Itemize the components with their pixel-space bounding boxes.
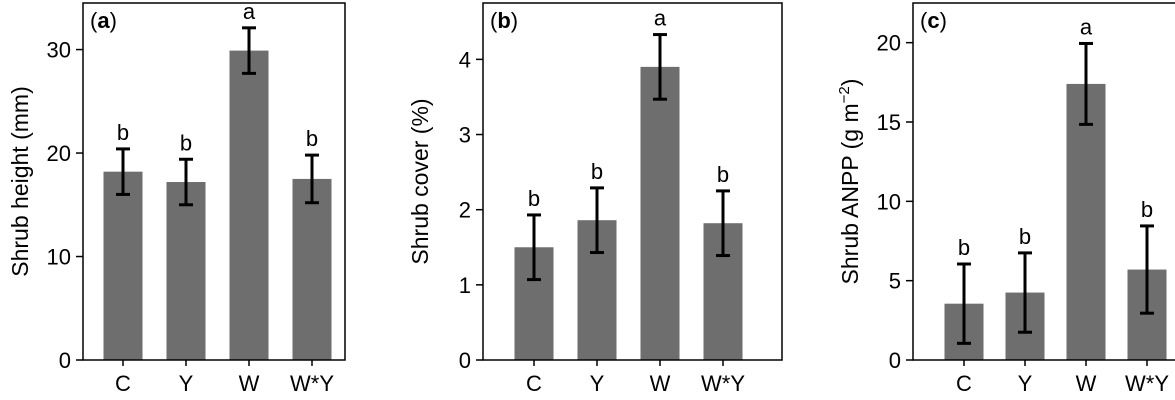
panel-c-x-tick-label: W*Y: [1125, 371, 1169, 396]
panel-a-bar-Y: [166, 182, 206, 360]
panel-a-significance-letter: b: [306, 126, 318, 151]
panel-c-y-tick-label: 5: [889, 269, 901, 294]
panel-b-significance-letter: b: [591, 159, 603, 184]
panel-b-y-axis-label: Shrub cover (%): [407, 98, 433, 264]
panel-c-significance-letter: a: [1080, 14, 1093, 39]
panel-b-x-tick-label: Y: [590, 371, 605, 396]
panel-c-plot-frame: [912, 2, 1175, 361]
panel-b-significance-letter: b: [528, 186, 540, 211]
panel-a-bar-C: [103, 171, 143, 360]
panel-a-bar-W: [229, 50, 269, 360]
panel-c-x-tick-label: Y: [1018, 371, 1033, 396]
panel-b-significance-letter: a: [654, 6, 667, 31]
panel-a-significance-letter: b: [180, 130, 192, 155]
panel-b-plot-frame: [482, 2, 783, 361]
panel-a-y-tick-label: 10: [47, 245, 71, 270]
panel-b-y-tick-label: 0: [459, 348, 471, 373]
panel-c-y-tick-label: 20: [877, 31, 901, 56]
panel-a-x-tick-label: W*Y: [290, 371, 334, 396]
panel-b-x-tick-label: W: [650, 371, 671, 396]
panel-c-x-tick-label: W: [1076, 371, 1097, 396]
panel-a-significance-letter: b: [117, 120, 129, 145]
panel-b-y-tick-label: 3: [459, 123, 471, 148]
panel-a-x-tick-label: Y: [179, 371, 194, 396]
panel-a-y-tick-label: 20: [47, 141, 71, 166]
panel-a-y-axis-label: Shrub height (mm): [7, 86, 33, 276]
panel-c-panel-label: (c): [920, 8, 947, 33]
panel-b-bar-W: [640, 66, 680, 360]
panel-c-x-tick-label: C: [956, 371, 972, 396]
panel-c-y-tick-label: 0: [889, 348, 901, 373]
panel-b-panel-label: (b): [490, 8, 518, 33]
panel-c-significance-letter: b: [1019, 224, 1031, 249]
panel-b-significance-letter: b: [717, 162, 729, 187]
panel-c-y-tick-label: 10: [877, 189, 901, 214]
panel-c-y-tick-label: 15: [877, 110, 901, 135]
panel-a-bar-W*Y: [292, 178, 332, 360]
panel-a-x-tick-label: W: [239, 371, 260, 396]
panel-a-x-tick-label: C: [115, 371, 131, 396]
panel-c-significance-letter: b: [958, 235, 970, 260]
panel-a-panel-label: (a): [90, 8, 117, 33]
panel-c-bar-W: [1066, 83, 1106, 361]
panel-b-y-tick-label: 2: [459, 198, 471, 223]
panel-c-significance-letter: b: [1141, 197, 1153, 222]
panel-b-x-tick-label: W*Y: [701, 371, 745, 396]
panel-a-plot-frame: [82, 2, 346, 361]
panel-b-x-tick-label: C: [526, 371, 542, 396]
panel-a-y-tick-label: 0: [59, 348, 71, 373]
panel-b-y-tick-label: 4: [459, 47, 471, 72]
panel-b-y-tick-label: 1: [459, 273, 471, 298]
panel-c-y-axis-label: Shrub ANPP (g m−2): [836, 79, 863, 285]
panel-a-significance-letter: a: [243, 0, 256, 24]
panel-a-y-tick-label: 30: [47, 38, 71, 63]
